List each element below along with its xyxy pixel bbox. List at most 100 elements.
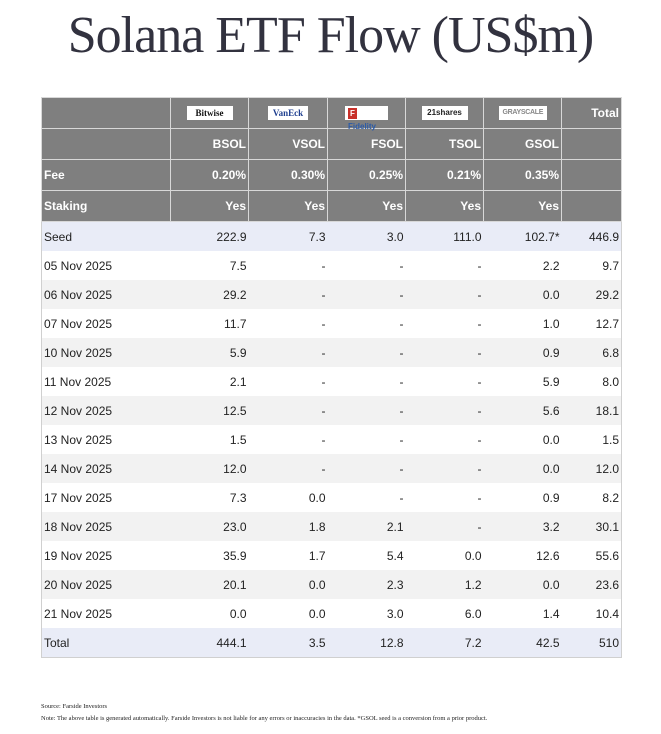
fidelity-f-mark-icon: F: [348, 107, 357, 119]
cell-gsol: 42.5: [483, 628, 562, 658]
cell-total: 23.6: [561, 570, 622, 599]
fidelity-logo-text: Fidelity: [348, 122, 377, 132]
row-label: 17 Nov 2025: [41, 483, 171, 512]
table-row: 20 Nov 2025 20.1 0.0 2.3 1.2 0.0 23.6: [41, 570, 622, 599]
cell-total: 446.9: [561, 221, 622, 251]
issuer-vaneck: VanEck: [248, 97, 328, 129]
fidelity-logo-icon: F Fidelity: [345, 106, 388, 131]
row-label: 14 Nov 2025: [41, 454, 171, 483]
cell-vsol: -: [248, 338, 328, 367]
disclaimer-note: Note: The above table is generated autom…: [41, 715, 488, 722]
staking-fsol: Yes: [327, 190, 406, 222]
cell-fsol: 3.0: [327, 599, 406, 628]
cell-total: 8.0: [561, 367, 622, 396]
cell-vsol: -: [248, 309, 328, 338]
cell-fsol: 5.4: [327, 541, 406, 570]
cell-gsol: 0.0: [483, 454, 562, 483]
cell-bsol: 23.0: [170, 512, 249, 541]
cell-bsol: 2.1: [170, 367, 249, 396]
cell-gsol: 3.2: [483, 512, 562, 541]
cell-vsol: -: [248, 454, 328, 483]
cell-vsol: -: [248, 425, 328, 454]
cell-gsol: 0.0: [483, 570, 562, 599]
vaneck-logo-icon: VanEck: [268, 106, 308, 121]
cell-bsol: 29.2: [170, 280, 249, 309]
cell-vsol: 3.5: [248, 628, 328, 658]
cell-gsol: 0.0: [483, 425, 562, 454]
table-row: 11 Nov 2025 2.1 - - - 5.9 8.0: [41, 367, 622, 396]
cell-vsol: 1.8: [248, 512, 328, 541]
cell-bsol: 7.3: [170, 483, 249, 512]
fee-vsol: 0.30%: [248, 159, 328, 191]
cell-gsol: 0.9: [483, 483, 562, 512]
cell-fsol: 12.8: [327, 628, 406, 658]
cell-fsol: 3.0: [327, 221, 406, 251]
ticker-total: [561, 128, 622, 160]
cell-total: 9.7: [561, 251, 622, 280]
ticker-label: [41, 128, 171, 160]
cell-tsol: -: [405, 454, 484, 483]
cell-fsol: -: [327, 309, 406, 338]
cell-gsol: 5.6: [483, 396, 562, 425]
page-title: Solana ETF Flow (US$m): [67, 7, 594, 64]
cell-total: 10.4: [561, 599, 622, 628]
cell-tsol: -: [405, 251, 484, 280]
cell-bsol: 1.5: [170, 425, 249, 454]
staking-row: Staking Yes Yes Yes Yes Yes: [41, 190, 622, 222]
cell-tsol: -: [405, 280, 484, 309]
row-label: Seed: [41, 221, 171, 251]
table-row: 07 Nov 2025 11.7 - - - 1.0 12.7: [41, 309, 622, 338]
cell-vsol: 7.3: [248, 221, 328, 251]
cell-fsol: -: [327, 367, 406, 396]
cell-total: 30.1: [561, 512, 622, 541]
cell-tsol: 6.0: [405, 599, 484, 628]
cell-fsol: -: [327, 251, 406, 280]
ticker-fsol: FSOL: [327, 128, 406, 160]
ticker-bsol: BSOL: [170, 128, 249, 160]
bitwise-logo-icon: Bitwise: [186, 106, 233, 121]
fee-row: Fee 0.20% 0.30% 0.25% 0.21% 0.35%: [41, 159, 622, 191]
cell-fsol: -: [327, 483, 406, 512]
cell-total: 29.2: [561, 280, 622, 309]
ticker-tsol: TSOL: [405, 128, 484, 160]
issuer-logo-row: Bitwise VanEck F Fidelity 21shares GRAYSC…: [41, 97, 622, 131]
ticker-gsol: GSOL: [483, 128, 562, 160]
table-row: 14 Nov 2025 12.0 - - - 0.0 12.0: [41, 454, 622, 483]
cell-tsol: -: [405, 396, 484, 425]
etf-flow-table: Bitwise VanEck F Fidelity 21shares GRAYSC…: [41, 97, 622, 658]
row-label: 19 Nov 2025: [41, 541, 171, 570]
cell-total: 12.7: [561, 309, 622, 338]
fee-label: Fee: [41, 159, 171, 191]
cell-gsol: 1.4: [483, 599, 562, 628]
cell-total: 510: [561, 628, 622, 658]
21shares-logo-icon: 21shares: [421, 106, 468, 121]
cell-tsol: 0.0: [405, 541, 484, 570]
cell-total: 18.1: [561, 396, 622, 425]
issuer-bitwise: Bitwise: [170, 97, 249, 129]
row-label: Total: [41, 628, 171, 658]
cell-vsol: -: [248, 396, 328, 425]
corner-cell: [41, 97, 171, 129]
total-row: Total 444.1 3.5 12.8 7.2 42.5 510: [41, 628, 622, 658]
cell-gsol: 1.0: [483, 309, 562, 338]
table-row: 10 Nov 2025 5.9 - - - 0.9 6.8: [41, 338, 622, 367]
seed-row: Seed 222.9 7.3 3.0 111.0 102.7* 446.9: [41, 221, 622, 251]
cell-fsol: -: [327, 425, 406, 454]
staking-vsol: Yes: [248, 190, 328, 222]
cell-tsol: -: [405, 512, 484, 541]
table-row: 18 Nov 2025 23.0 1.8 2.1 - 3.2 30.1: [41, 512, 622, 541]
cell-total: 1.5: [561, 425, 622, 454]
fee-gsol: 0.35%: [483, 159, 562, 191]
staking-bsol: Yes: [170, 190, 249, 222]
cell-tsol: -: [405, 338, 484, 367]
cell-fsol: -: [327, 338, 406, 367]
cell-vsol: 0.0: [248, 570, 328, 599]
cell-total: 12.0: [561, 454, 622, 483]
cell-vsol: 0.0: [248, 483, 328, 512]
table-row: 13 Nov 2025 1.5 - - - 0.0 1.5: [41, 425, 622, 454]
cell-bsol: 20.1: [170, 570, 249, 599]
fee-total: [561, 159, 622, 191]
cell-total: 8.2: [561, 483, 622, 512]
cell-total: 55.6: [561, 541, 622, 570]
cell-vsol: 0.0: [248, 599, 328, 628]
